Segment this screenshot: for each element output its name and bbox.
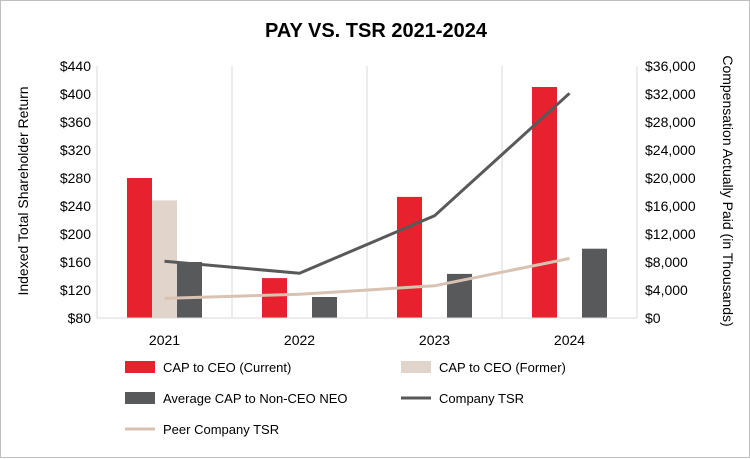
- legend-swatch: [401, 361, 431, 373]
- series-line: [164, 92, 571, 275]
- x-tick-label: 2021: [149, 332, 180, 348]
- y-right-tick-label: $28,000: [645, 114, 696, 130]
- lines-group: [164, 92, 571, 300]
- legend-label: Company TSR: [439, 391, 524, 406]
- axes-group: $80 $120 $160 $200 $240 $280 $320 $360 $400 $440 $…: [60, 58, 696, 348]
- bar: [177, 262, 202, 318]
- legend-swatch: [125, 361, 155, 373]
- y-right-tick-label: $16,000: [645, 198, 696, 214]
- y-left-tick-label: $80: [68, 310, 92, 326]
- bar: [397, 196, 422, 318]
- bar: [532, 87, 557, 318]
- y-left-tick-label: $120: [60, 282, 91, 298]
- y-left-tick-label: $280: [60, 170, 91, 186]
- y-left-tick-label: $360: [60, 114, 91, 130]
- y-right-tick-label: $36,000: [645, 58, 696, 74]
- y-left-tick-label: $400: [60, 86, 91, 102]
- x-tick-label: 2024: [554, 332, 585, 348]
- y-right-tick-label: $24,000: [645, 142, 696, 158]
- bar: [262, 278, 287, 318]
- legend-label: CAP to CEO (Current): [163, 360, 291, 375]
- bar: [312, 297, 337, 318]
- y-right-tick-label: $8,000: [645, 254, 688, 270]
- bar: [152, 200, 177, 318]
- bars-group: [127, 87, 607, 318]
- y-left-tick-label: $440: [60, 58, 91, 74]
- bar: [127, 178, 152, 318]
- y-right-tick-label: $20,000: [645, 170, 696, 186]
- x-tick-label: 2022: [284, 332, 315, 348]
- series-line: [164, 257, 570, 300]
- y-axis-right-label: Compensation Actually Paid (in Thousands…: [720, 55, 736, 326]
- y-right-tick-label: $4,000: [645, 282, 688, 298]
- y-right-tick-label: $32,000: [645, 86, 696, 102]
- y-left-tick-label: $240: [60, 198, 91, 214]
- x-tick-label: 2023: [419, 332, 450, 348]
- legend-label: CAP to CEO (Former): [439, 360, 566, 375]
- y-left-tick-label: $200: [60, 226, 91, 242]
- grid-lines: [96, 66, 638, 318]
- y-left-tick-label: $320: [60, 142, 91, 158]
- legend: CAP to CEO (Current) CAP to CEO (Former) A…: [125, 360, 566, 437]
- y-axis-left-label: Indexed Total Shareholder Return: [15, 86, 31, 295]
- y-right-tick-label: $0: [645, 310, 661, 326]
- y-right-tick-label: $12,000: [645, 226, 696, 242]
- legend-label: Peer Company TSR: [163, 422, 279, 437]
- chart-title: PAY VS. TSR 2021-2024: [265, 20, 488, 42]
- bar: [582, 248, 607, 318]
- legend-label: Average CAP to Non-CEO NEO: [163, 391, 348, 406]
- y-left-tick-label: $160: [60, 254, 91, 270]
- legend-swatch: [125, 392, 155, 404]
